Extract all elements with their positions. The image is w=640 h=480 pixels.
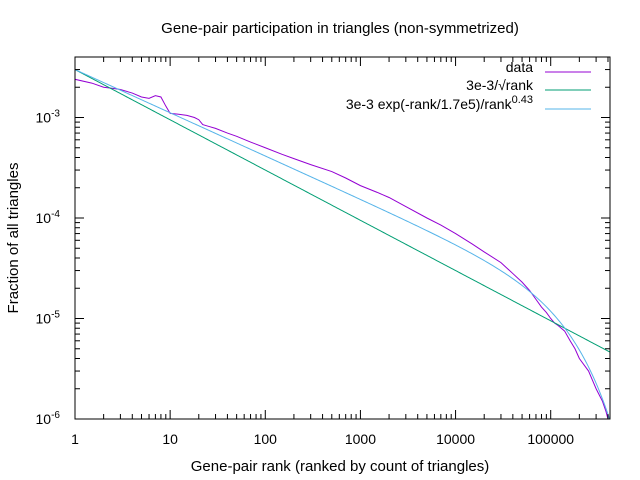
series-line-0 [75, 78, 609, 419]
plot-lines [75, 69, 610, 419]
chart-title: Gene-pair participation in triangles (no… [161, 20, 519, 37]
x-tick-label: 1000 [345, 431, 376, 447]
y-tick-label: 10-4 [36, 209, 61, 226]
x-tick-label: 10000 [436, 431, 475, 447]
legend-label: 3e-3 exp(-rank/1.7e5)/rank0.43 [346, 94, 533, 112]
y-tick-label: 10-5 [36, 310, 61, 327]
plot-frame [74, 56, 611, 420]
x-tick-label: 1 [71, 431, 79, 447]
legend-label: data [506, 59, 533, 75]
legend-label: 3e-3/√rank [466, 77, 534, 93]
series-line-2 [75, 69, 610, 419]
x-tick-label: 100000 [527, 431, 574, 447]
y-axis: 10-6 10-5 10-4 10-3 [36, 56, 610, 427]
y-tick-label: 10-3 [36, 109, 61, 126]
x-axis: 1 10 100 1000 10000 100000 [71, 57, 609, 447]
series-line-1 [75, 69, 610, 353]
y-tick-label: 10-6 [36, 410, 61, 427]
x-tick-label: 10 [162, 431, 178, 447]
x-tick-label: 100 [254, 431, 278, 447]
y-axis-title: Fraction of all triangles [5, 163, 22, 314]
x-axis-title: Gene-pair rank (ranked by count of trian… [191, 458, 489, 475]
